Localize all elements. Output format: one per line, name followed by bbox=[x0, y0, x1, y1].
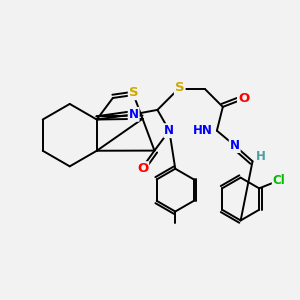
Text: N: N bbox=[164, 124, 174, 137]
Text: O: O bbox=[238, 92, 249, 105]
Text: O: O bbox=[137, 162, 148, 175]
Text: HN: HN bbox=[193, 124, 212, 137]
Text: Cl: Cl bbox=[273, 174, 286, 187]
Text: S: S bbox=[175, 81, 184, 94]
Text: N: N bbox=[230, 139, 240, 152]
Text: N: N bbox=[129, 108, 139, 121]
Text: S: S bbox=[129, 86, 139, 99]
Text: H: H bbox=[256, 150, 266, 163]
